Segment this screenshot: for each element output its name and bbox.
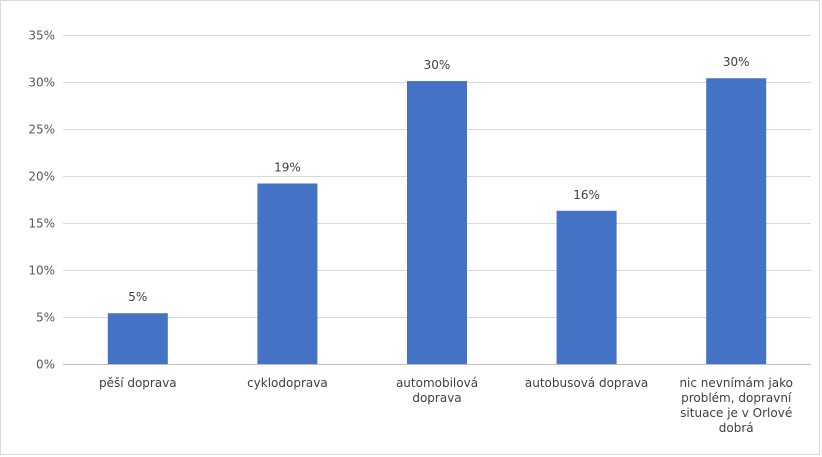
- data-label: 30%: [424, 58, 451, 72]
- category-label: cyklodoprava: [247, 376, 328, 390]
- category-label: pěší doprava: [99, 376, 177, 390]
- data-label: 16%: [573, 188, 600, 202]
- x-axis-categories: pěší doprava cyklodoprava automobilová dopr…: [99, 376, 793, 435]
- data-labels: 5% 19% 30% 16% 30%: [128, 55, 749, 304]
- bars: [107, 78, 767, 365]
- bar: [407, 81, 467, 364]
- category-label: autobusová doprava: [525, 376, 648, 390]
- y-tick-label: 35%: [28, 29, 55, 43]
- data-label: 5%: [128, 290, 147, 304]
- y-tick-label: 30%: [28, 76, 55, 90]
- y-tick-label: 20%: [28, 170, 55, 184]
- y-tick-label: 0%: [36, 358, 55, 372]
- y-tick-label: 5%: [36, 311, 55, 325]
- data-label: 30%: [723, 55, 750, 69]
- bar: [107, 313, 168, 364]
- category-label: nic nevnímám jako problém, dopravní situac…: [679, 376, 792, 435]
- y-axis-ticks: 0% 5% 10% 15% 20% 25% 30% 35%: [28, 29, 55, 372]
- y-tick-label: 10%: [28, 264, 55, 278]
- bar: [556, 210, 617, 364]
- y-tick-label: 15%: [28, 217, 55, 231]
- bar: [257, 183, 318, 364]
- category-label: automobilová doprava: [396, 376, 478, 405]
- data-label: 19%: [274, 161, 301, 175]
- y-tick-label: 25%: [28, 123, 55, 137]
- bar: [706, 78, 767, 365]
